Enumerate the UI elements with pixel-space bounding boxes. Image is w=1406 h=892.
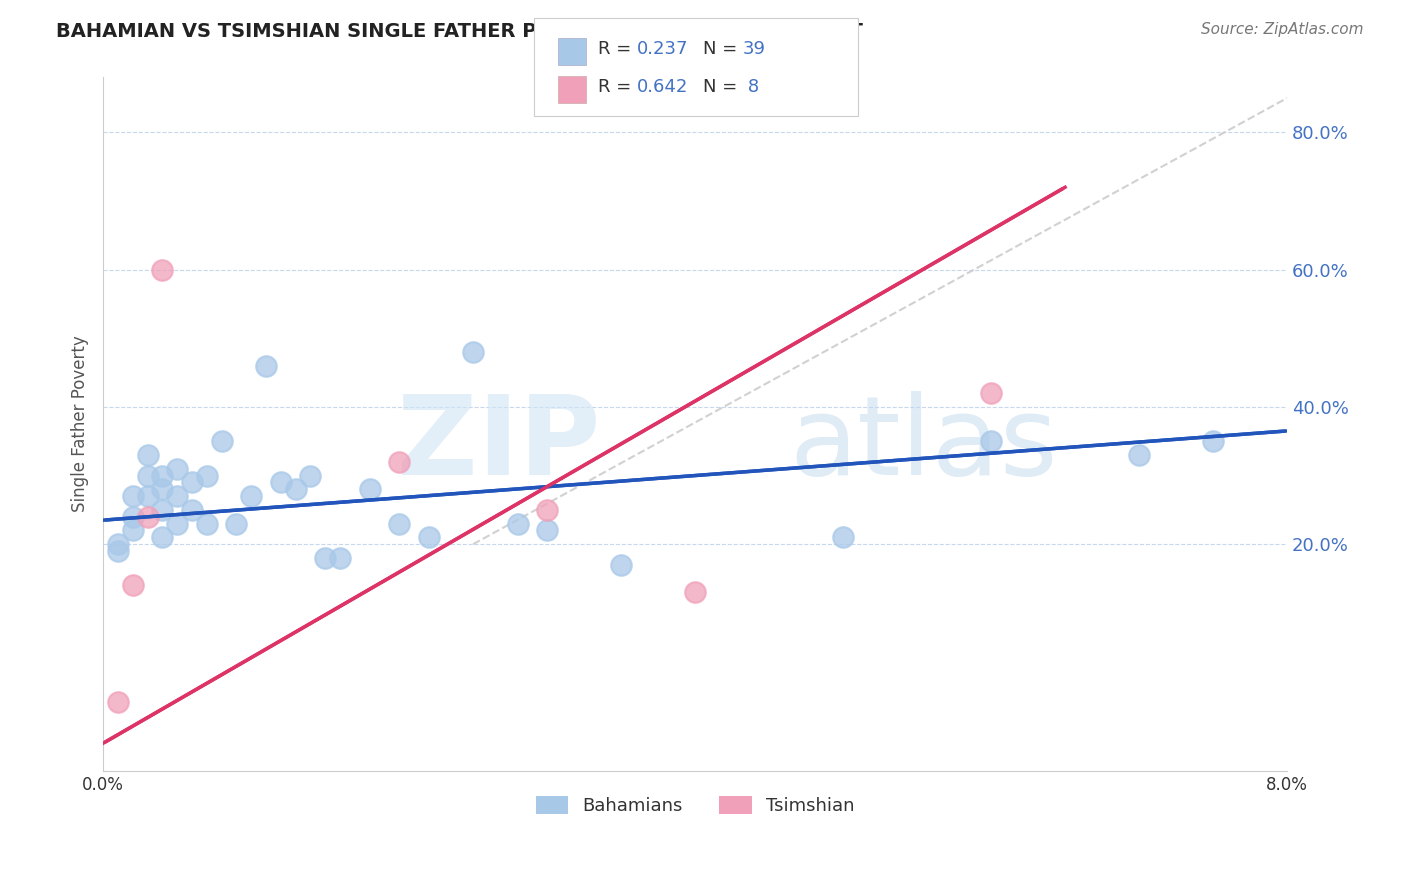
Text: atlas: atlas — [790, 392, 1059, 499]
Point — [166, 461, 188, 475]
Point — [461, 345, 484, 359]
Point — [980, 386, 1002, 401]
Point — [107, 537, 129, 551]
Point — [980, 434, 1002, 449]
Point — [150, 483, 173, 497]
Point — [270, 475, 292, 490]
Text: R =: R = — [598, 78, 637, 95]
Point — [181, 475, 204, 490]
Point — [506, 516, 529, 531]
Text: BAHAMIAN VS TSIMSHIAN SINGLE FATHER POVERTY CORRELATION CHART: BAHAMIAN VS TSIMSHIAN SINGLE FATHER POVE… — [56, 22, 863, 41]
Point — [832, 530, 855, 544]
Text: 8: 8 — [742, 78, 759, 95]
Point — [121, 489, 143, 503]
Point — [181, 503, 204, 517]
Point — [195, 516, 218, 531]
Text: Source: ZipAtlas.com: Source: ZipAtlas.com — [1201, 22, 1364, 37]
Point — [536, 503, 558, 517]
Point — [136, 489, 159, 503]
Point — [240, 489, 263, 503]
Y-axis label: Single Father Poverty: Single Father Poverty — [72, 335, 89, 512]
Point — [225, 516, 247, 531]
Point — [107, 695, 129, 709]
Point — [136, 448, 159, 462]
Point — [211, 434, 233, 449]
Text: ZIP: ZIP — [396, 392, 600, 499]
Legend: Bahamians, Tsimshian: Bahamians, Tsimshian — [527, 787, 863, 824]
Point — [150, 262, 173, 277]
Point — [254, 359, 277, 373]
Point — [359, 483, 381, 497]
Point — [136, 468, 159, 483]
Point — [195, 468, 218, 483]
Point — [166, 489, 188, 503]
Point — [121, 524, 143, 538]
Text: 39: 39 — [742, 40, 765, 58]
Text: 0.237: 0.237 — [637, 40, 689, 58]
Point — [536, 524, 558, 538]
Point — [610, 558, 633, 572]
Point — [329, 550, 352, 565]
Point — [284, 483, 307, 497]
Point — [388, 455, 411, 469]
Point — [388, 516, 411, 531]
Point — [121, 578, 143, 592]
Point — [150, 468, 173, 483]
Point — [314, 550, 336, 565]
Point — [166, 516, 188, 531]
Point — [136, 509, 159, 524]
Point — [150, 530, 173, 544]
Point — [1128, 448, 1150, 462]
Point — [121, 509, 143, 524]
Point — [1202, 434, 1225, 449]
Text: N =: N = — [703, 78, 742, 95]
Text: R =: R = — [598, 40, 637, 58]
Point — [683, 585, 706, 599]
Point — [299, 468, 322, 483]
Point — [107, 544, 129, 558]
Point — [150, 503, 173, 517]
Text: 0.642: 0.642 — [637, 78, 689, 95]
Text: N =: N = — [703, 40, 742, 58]
Point — [418, 530, 440, 544]
